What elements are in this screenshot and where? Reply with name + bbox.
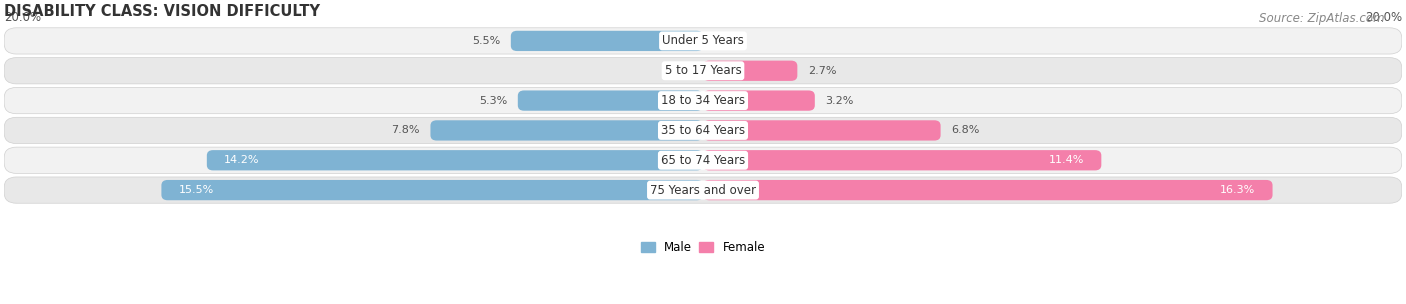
FancyBboxPatch shape — [4, 58, 1402, 84]
FancyBboxPatch shape — [703, 180, 1272, 200]
Text: 11.4%: 11.4% — [1049, 155, 1084, 165]
FancyBboxPatch shape — [4, 117, 1402, 143]
Text: Under 5 Years: Under 5 Years — [662, 34, 744, 47]
FancyBboxPatch shape — [703, 120, 941, 140]
Text: 15.5%: 15.5% — [179, 185, 214, 195]
Text: 5.3%: 5.3% — [479, 95, 508, 105]
Text: 65 to 74 Years: 65 to 74 Years — [661, 154, 745, 167]
Text: 35 to 64 Years: 35 to 64 Years — [661, 124, 745, 137]
Text: DISABILITY CLASS: VISION DIFFICULTY: DISABILITY CLASS: VISION DIFFICULTY — [4, 4, 321, 19]
Text: 0.0%: 0.0% — [664, 66, 693, 76]
Text: 20.0%: 20.0% — [4, 11, 41, 24]
FancyBboxPatch shape — [430, 120, 703, 140]
Text: 0.0%: 0.0% — [713, 36, 742, 46]
FancyBboxPatch shape — [4, 28, 1402, 54]
FancyBboxPatch shape — [703, 150, 1101, 171]
FancyBboxPatch shape — [703, 60, 797, 81]
FancyBboxPatch shape — [510, 31, 703, 51]
Legend: Male, Female: Male, Female — [636, 237, 770, 259]
Text: 18 to 34 Years: 18 to 34 Years — [661, 94, 745, 107]
FancyBboxPatch shape — [207, 150, 703, 171]
Text: 20.0%: 20.0% — [1365, 11, 1402, 24]
FancyBboxPatch shape — [4, 147, 1402, 173]
Text: 6.8%: 6.8% — [950, 126, 980, 135]
FancyBboxPatch shape — [4, 177, 1402, 203]
Text: 3.2%: 3.2% — [825, 95, 853, 105]
Text: 5 to 17 Years: 5 to 17 Years — [665, 64, 741, 77]
Text: 5.5%: 5.5% — [472, 36, 501, 46]
FancyBboxPatch shape — [703, 91, 815, 111]
Text: 7.8%: 7.8% — [391, 126, 420, 135]
FancyBboxPatch shape — [4, 88, 1402, 114]
Text: 16.3%: 16.3% — [1220, 185, 1256, 195]
FancyBboxPatch shape — [517, 91, 703, 111]
Text: 75 Years and over: 75 Years and over — [650, 184, 756, 197]
Text: 14.2%: 14.2% — [225, 155, 260, 165]
Text: Source: ZipAtlas.com: Source: ZipAtlas.com — [1260, 12, 1385, 25]
Text: 2.7%: 2.7% — [808, 66, 837, 76]
FancyBboxPatch shape — [162, 180, 703, 200]
